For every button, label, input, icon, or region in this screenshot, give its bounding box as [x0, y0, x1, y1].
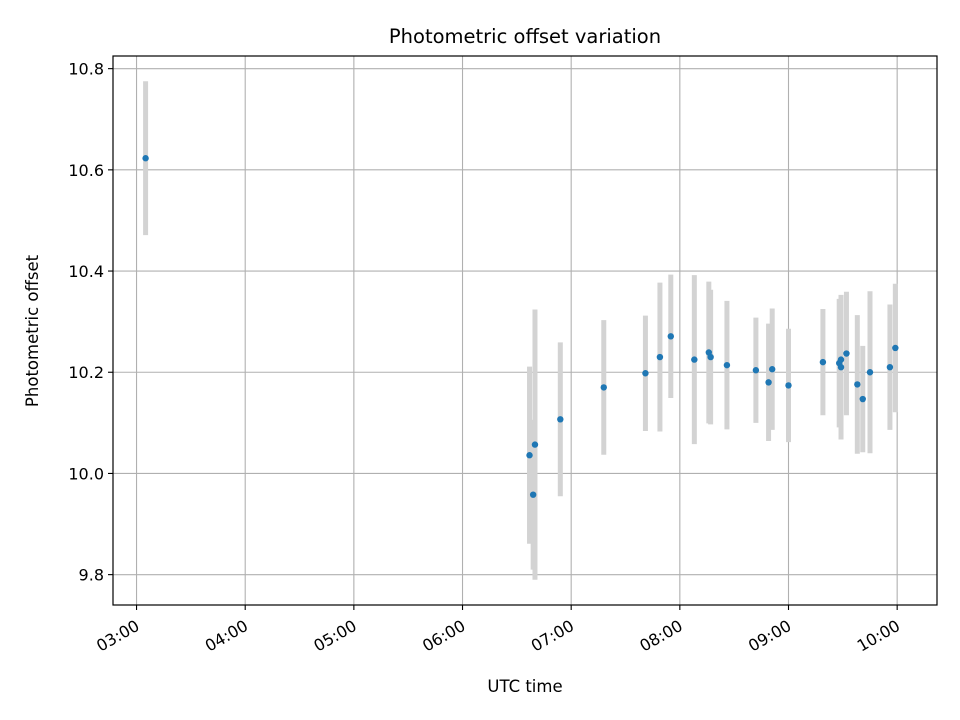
y-tick-label: 10.4 [68, 262, 104, 281]
y-axis-ticks: 9.8 10.0 10.2 10.4 10.6 10.8 [68, 60, 113, 585]
y-tick-label: 10.0 [68, 464, 104, 483]
data-point [529, 491, 537, 498]
data-point [785, 382, 792, 389]
data-point [526, 452, 533, 459]
data-point [707, 353, 714, 361]
chart-title: Photometric offset variation [389, 25, 661, 48]
data-point [142, 155, 149, 162]
x-axis-label: UTC time [487, 677, 562, 696]
y-tick-label: 9.8 [79, 566, 104, 585]
data-point [843, 350, 850, 357]
y-tick-label: 10.2 [68, 363, 104, 382]
data-points [142, 155, 899, 498]
data-point [854, 381, 861, 388]
data-point [886, 363, 894, 371]
grid [113, 56, 937, 605]
data-point [769, 366, 776, 373]
data-point [819, 358, 827, 366]
data-point [752, 367, 760, 374]
data-point [600, 384, 607, 391]
plot-frame [112, 55, 938, 606]
data-point [656, 353, 664, 361]
y-axis-label: Photometric offset [23, 254, 42, 407]
data-point [892, 344, 899, 352]
data-point [691, 356, 698, 363]
data-point [837, 363, 845, 371]
data-point [866, 369, 874, 376]
data-point [765, 379, 772, 386]
data-point [531, 441, 539, 448]
data-point [837, 356, 845, 363]
data-point [859, 395, 866, 403]
data-point [642, 370, 649, 377]
data-point [667, 333, 674, 340]
data-point [557, 416, 564, 423]
y-tick-label: 10.8 [68, 60, 104, 79]
y-tick-label: 10.6 [68, 161, 104, 180]
data-point [723, 361, 731, 369]
